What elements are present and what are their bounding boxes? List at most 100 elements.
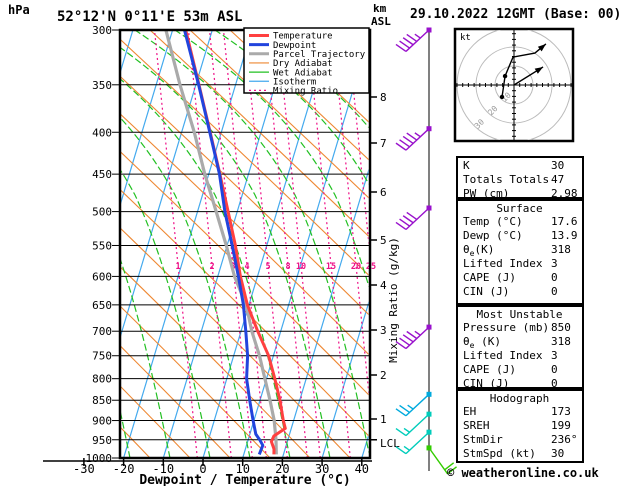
wind-barb-tick [399,218,410,227]
hodograph-unit-label: kt [460,33,471,43]
wind-barb-tick [406,132,418,141]
temp-tick-label: 30 [315,462,329,476]
mixing-ratio-value-label: 20 [351,262,361,272]
wind-barb-tick [395,446,407,455]
row-label: EH [463,405,477,418]
row-label: CIN (J) [463,377,510,390]
table-row: Lifted Index 3 [463,257,582,271]
wind-barb-tick [402,37,414,46]
wind-barb-tick [395,142,407,151]
wind-barb-tick [395,221,407,231]
height-tick-label: 8 [380,91,387,104]
wind-barb-shaft [405,413,430,437]
legend-item-label: Dewpoint [273,41,316,51]
pressure-tick-label: 300 [92,24,112,37]
mixing-ratio-value-label: 2 [209,262,214,272]
table-row: StmSpd (kt) 30 [463,447,582,461]
height-tick-label: 6 [380,186,387,199]
station-title: 52°12'N 0°11'E 53m ASL [57,9,242,25]
table-row: CIN (J) 0 [463,377,582,391]
row-value: 3 [551,257,558,270]
height-unit-asl: ASL [371,15,391,28]
axis-tick-labels: 3003504004505005506006507007508008509009… [73,24,387,476]
pressure-tick-label: 600 [92,270,112,283]
height-tick-label: 2 [380,369,387,382]
table-row: θe (K) 318 [463,335,582,351]
temp-tick-label: -10 [152,462,174,476]
wind-barb-tick [395,43,407,53]
panel-title: Hodograph [489,392,550,405]
row-value: 2.98 [551,187,578,200]
mixing-ratio-value-label: 15 [326,262,336,272]
pressure-tick-label: 450 [92,168,112,181]
row-label: Dewp (°C) [463,229,523,242]
row-label-theta-e: θe (K) [463,335,501,351]
temp-tick-label: 0 [199,462,206,476]
lcl-label: LCL [380,437,400,450]
mixing-ratio-labels: 1 2 3 4 5 8 10 15 20 25 [175,262,376,272]
wind-barb-tick [399,337,410,346]
table-row: K 30 [463,159,582,173]
wind-barb-half-tick [414,132,421,138]
wind-barb-tick [395,428,407,437]
wind-barb-tick [399,40,410,49]
row-label-theta-e: θe(K) [463,243,495,259]
row-value: 318 [551,243,571,256]
table-row: Lifted Index 3 [463,349,582,363]
table-row: SREH 199 [463,419,582,433]
mixing-ratio-value-label: 4 [244,262,249,272]
wind-barb-shaft [405,29,430,52]
temp-tick-label: 10 [235,462,249,476]
wind-barb-tick [402,334,414,343]
height-tick-label: 5 [380,234,387,247]
table-row: CIN (J) 0 [463,285,582,299]
hodograph-arrowhead [534,66,544,74]
wind-barb-shaft [405,326,430,350]
wind-barb-shaft [428,447,449,475]
table-row: Dewp (°C) 13.9 [463,229,582,243]
row-value: 0 [551,377,558,390]
row-value: 47 [551,173,565,186]
legend-item-label: Mixing Ratio [273,87,338,97]
height-tick-label: 4 [380,279,387,292]
wind-barb-tick [399,139,410,148]
wind-barb-tick [444,462,455,471]
pressure-tick-label: 350 [92,79,112,92]
table-row: CAPE (J) 0 [463,271,582,285]
row-value: 0 [551,271,558,284]
hodograph-arrowhead [537,43,546,52]
row-value: 3 [551,349,558,362]
wind-barb-shaft [405,207,430,230]
pressure-tick-label: 900 [92,415,112,428]
row-value: 30 [551,447,565,460]
pressure-tick-label: 700 [92,325,112,338]
mixing-ratio-value-label: 5 [265,262,270,272]
wind-barb-tick [402,135,414,145]
row-label: StmSpd (kt) [463,447,536,460]
height-tick-label: 3 [380,324,387,337]
row-value: 850 [551,321,571,334]
wind-barb-tick [447,466,457,475]
table-row: CAPE (J) 0 [463,363,582,377]
row-label: CAPE (J) [463,363,516,376]
wind-barb-half-tick [403,445,410,451]
panel-title: Most Unstable [476,308,563,321]
pressure-tick-label: 1000 [86,452,113,465]
row-label: CAPE (J) [463,271,516,284]
row-label: Lifted Index [463,349,543,362]
row-label: PW (cm) [463,187,510,200]
wind-barb-tick [402,215,414,224]
wind-barb-tick [399,404,410,413]
row-value: 30 [551,159,565,172]
dry-adiabat-lines [121,31,369,457]
table-row: StmDir 236° [463,433,582,447]
legend-item-label: Isotherm [273,77,316,87]
table-row: Pressure (mb) 850 [463,321,582,335]
row-value: 17.6 [551,215,578,228]
wind-barb-tick [406,211,418,220]
mixing-ratio-axis-label: Mixing Ratio (g/kg) [387,237,400,363]
table-row: Totals Totals 47 [463,173,582,187]
wind-barb-shaft [405,128,430,151]
